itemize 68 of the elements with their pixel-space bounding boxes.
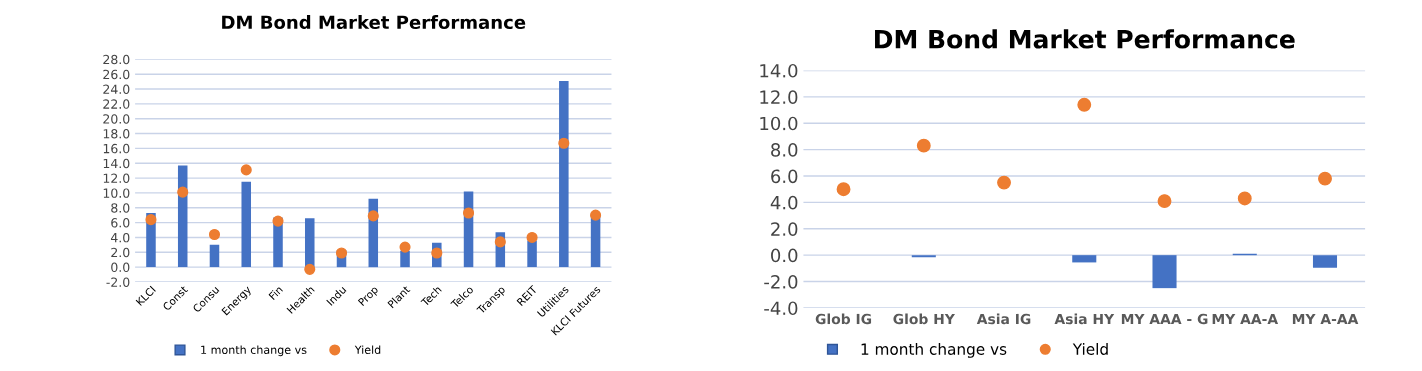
y-tick-label: 22.0 xyxy=(103,99,130,109)
y-tick-label: 14.0 xyxy=(760,63,798,78)
y-tick-label: 10.0 xyxy=(103,188,130,198)
bar xyxy=(400,250,410,268)
point xyxy=(145,214,157,226)
point xyxy=(1157,194,1172,209)
y-tick-label: 4.0 xyxy=(110,232,130,243)
point xyxy=(240,164,252,176)
point xyxy=(208,228,221,241)
y-tick-label: 8.0 xyxy=(771,143,798,157)
y-tick-label: 6.0 xyxy=(111,218,130,228)
y-tick-label: 28.0 xyxy=(103,54,130,65)
point xyxy=(494,236,506,248)
x-tick-label: Asia HY xyxy=(1054,313,1115,325)
y-tick-label: 0.0 xyxy=(111,262,130,273)
legend-label: Yield xyxy=(354,345,381,354)
bar xyxy=(209,244,220,268)
point xyxy=(335,247,348,259)
y-tick-label: 0.0 xyxy=(771,248,798,263)
point xyxy=(1237,191,1252,206)
legend-label: 1 month change vs xyxy=(201,345,307,357)
point xyxy=(431,247,443,259)
y-tick-label: 24.0 xyxy=(103,84,130,94)
legend-label: Yield xyxy=(1072,343,1108,355)
x-tick-label: Asia IG xyxy=(976,313,1031,325)
bar xyxy=(305,218,315,268)
point xyxy=(916,138,931,153)
y-tick-label: 18.0 xyxy=(103,129,130,139)
y-tick-label: 8.0 xyxy=(111,203,130,213)
point xyxy=(272,215,284,227)
x-tick-label: MY A-AA xyxy=(1292,313,1359,325)
bar xyxy=(559,80,569,268)
y-tick-label: 2.0 xyxy=(111,247,130,258)
x-tick-label: Fin xyxy=(268,285,283,301)
point xyxy=(367,210,379,222)
x-tick-label: Glob HY xyxy=(893,313,956,325)
bar xyxy=(527,240,537,268)
bar xyxy=(241,181,252,268)
y-tick-label: 20.0 xyxy=(103,114,130,124)
y-tick-label: 2.0 xyxy=(771,222,798,236)
point xyxy=(177,186,189,198)
x-tick-label: Glob IG xyxy=(815,313,872,325)
point xyxy=(462,207,475,219)
chart-title: DM Bond Market Performance xyxy=(222,15,526,30)
chart-title: DM Bond Market Performance xyxy=(875,29,1295,49)
y-tick-label: 14.0 xyxy=(103,158,130,169)
y-tick-label: 12.0 xyxy=(103,173,130,184)
point xyxy=(304,263,316,275)
y-tick-label: -2.0 xyxy=(764,275,798,289)
y-tick-label: 10.0 xyxy=(760,116,798,131)
y-tick-label: 4.0 xyxy=(770,195,798,210)
point xyxy=(590,209,602,221)
point xyxy=(399,241,411,253)
point xyxy=(1077,97,1092,112)
y-tick-label: 6.0 xyxy=(771,169,798,184)
x-tick-label: MY AAA - G xyxy=(1121,313,1208,325)
y-tick-label: 12.0 xyxy=(760,90,798,104)
point xyxy=(526,231,538,243)
y-tick-label: -2.0 xyxy=(106,277,130,287)
point xyxy=(836,182,851,197)
y-tick-label: 16.0 xyxy=(103,143,130,154)
y-tick-label: 26.0 xyxy=(103,69,130,80)
legend-label: 1 month change vs xyxy=(861,343,1007,358)
point xyxy=(997,175,1011,190)
x-tick-label: MY AA-A xyxy=(1212,313,1279,325)
y-tick-label: -4.0 xyxy=(764,301,798,316)
point xyxy=(558,137,570,149)
point xyxy=(1318,171,1332,186)
